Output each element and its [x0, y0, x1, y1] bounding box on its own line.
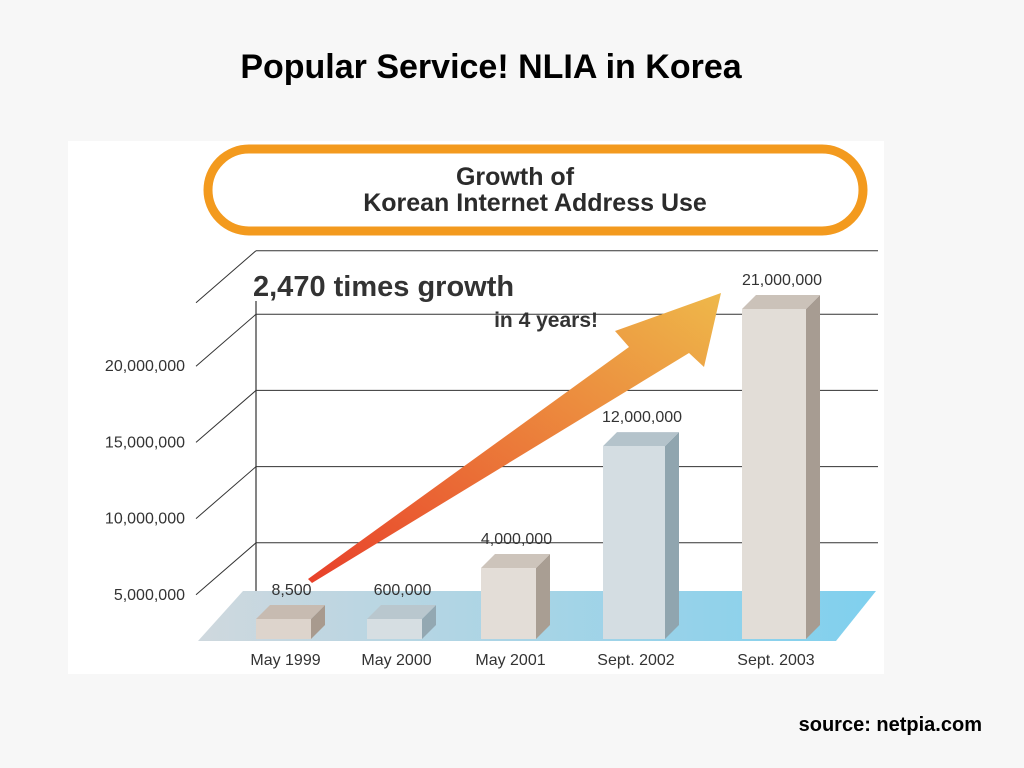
bar-top [742, 295, 820, 309]
bar-top [256, 605, 325, 619]
bar-front [742, 309, 806, 639]
y-tick-label: 20,000,000 [105, 358, 185, 375]
gridline-slant [195, 542, 257, 596]
bar-front [256, 619, 311, 639]
bar-value-label: 12,000,000 [602, 409, 682, 426]
growth-annotation-line2: in 4 years! [494, 309, 598, 332]
x-category-label: May 2001 [475, 652, 545, 669]
bar-top [367, 605, 436, 619]
source-caption: source: netpia.com [798, 714, 982, 736]
x-category-label: May 2000 [361, 652, 431, 669]
y-tick-label: 15,000,000 [105, 434, 185, 451]
bar-side [536, 554, 550, 639]
bar-value-label: 21,000,000 [742, 272, 822, 289]
bar-value-label: 600,000 [374, 582, 432, 599]
gridline-slant [195, 250, 257, 304]
bar-value-label: 8,500 [271, 582, 311, 599]
bar-front [367, 619, 422, 639]
bar-side [311, 605, 325, 639]
bar-top [603, 432, 679, 447]
bar-value-label: 4,000,000 [481, 531, 552, 548]
chart-title-frame [203, 144, 868, 236]
growth-annotation-line1: 2,470 times growth [253, 271, 514, 303]
growth-arrow [308, 293, 721, 583]
chart-panel: Growth of Korean Internet Address Use 2,… [68, 141, 884, 674]
y-tick-label: 10,000,000 [105, 511, 185, 528]
gridline-slant [195, 390, 257, 443]
bar-side [422, 605, 436, 639]
bar-top [481, 554, 550, 569]
x-category-label: May 1999 [250, 652, 320, 669]
y-tick-label: 5,000,000 [114, 587, 185, 604]
gridline-slant [195, 313, 257, 367]
growth-chart: Growth of Korean Internet Address Use 2,… [105, 144, 878, 669]
bar-front [603, 446, 665, 639]
x-category-label: Sept. 2003 [737, 652, 815, 669]
bar-side [665, 432, 679, 639]
bar-front [481, 568, 536, 639]
chart-title-line2: Korean Internet Address Use [363, 189, 707, 217]
bar-side [806, 295, 820, 639]
slide-title: Popular Service! NLIA in Korea [240, 48, 742, 86]
gridline-slant [195, 466, 257, 519]
x-category-label: Sept. 2002 [597, 652, 675, 669]
chart-title-line1: Growth of [456, 163, 575, 191]
